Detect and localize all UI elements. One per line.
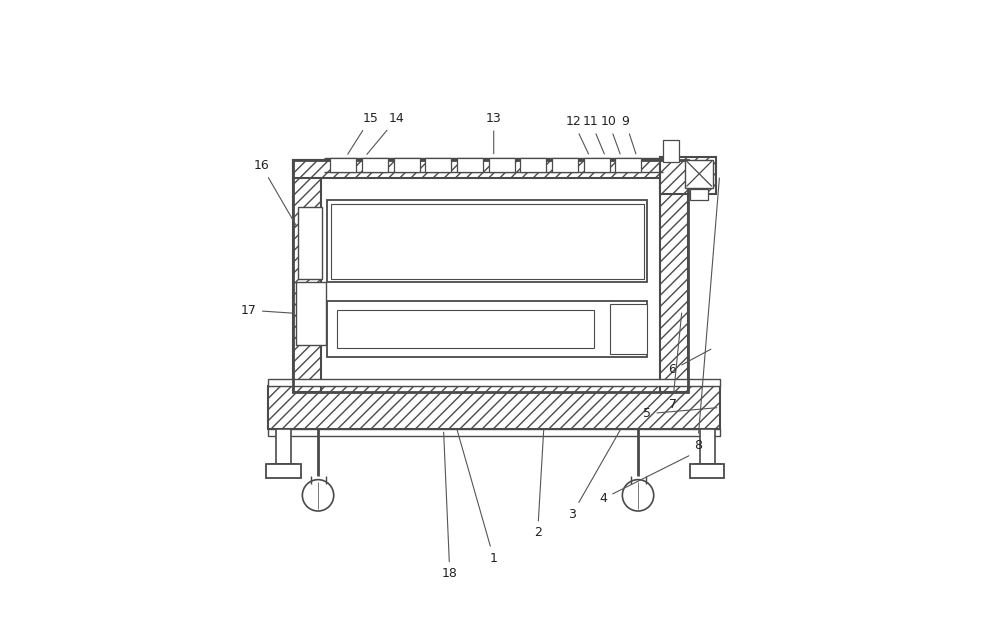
Text: 11: 11 [583,115,604,154]
Text: 4: 4 [600,456,689,505]
Bar [695,464,720,472]
Bar [690,464,724,478]
Text: 15: 15 [348,112,378,154]
Text: 17: 17 [241,304,293,316]
Bar [327,301,647,357]
Bar [331,204,644,279]
Text: 3: 3 [568,429,621,521]
Bar [660,156,716,194]
Text: 7: 7 [669,313,682,411]
Bar [520,158,546,172]
Bar [362,158,388,172]
Bar [293,160,688,392]
Bar [293,160,321,392]
Bar [610,304,647,354]
Bar [271,464,296,472]
Text: 13: 13 [486,112,502,154]
Bar [268,429,720,436]
Bar [690,189,708,201]
Text: 6: 6 [669,349,711,377]
Bar [584,158,610,172]
Text: 1: 1 [457,429,498,565]
Bar [615,158,641,172]
Text: 16: 16 [254,160,297,226]
Text: 9: 9 [622,115,636,154]
Bar [268,385,720,429]
Bar [394,158,420,172]
Bar [298,207,322,279]
Text: 2: 2 [534,429,544,539]
Bar [489,158,515,172]
Bar [685,160,713,188]
Bar [266,464,301,478]
Bar [337,310,594,348]
Text: 5: 5 [643,407,717,420]
Bar [327,201,647,282]
Text: 10: 10 [601,115,620,154]
Bar [663,139,679,161]
Bar [276,429,291,464]
Bar [268,379,720,385]
Bar [296,282,326,345]
Bar [700,429,715,464]
Bar [660,160,688,392]
Bar [425,158,451,172]
Text: 12: 12 [566,115,589,154]
Bar [457,158,483,172]
Text: 18: 18 [442,432,458,580]
Text: 8: 8 [694,178,719,451]
Text: 14: 14 [367,112,404,154]
Bar [552,158,578,172]
Bar [330,158,356,172]
Bar [293,160,660,179]
